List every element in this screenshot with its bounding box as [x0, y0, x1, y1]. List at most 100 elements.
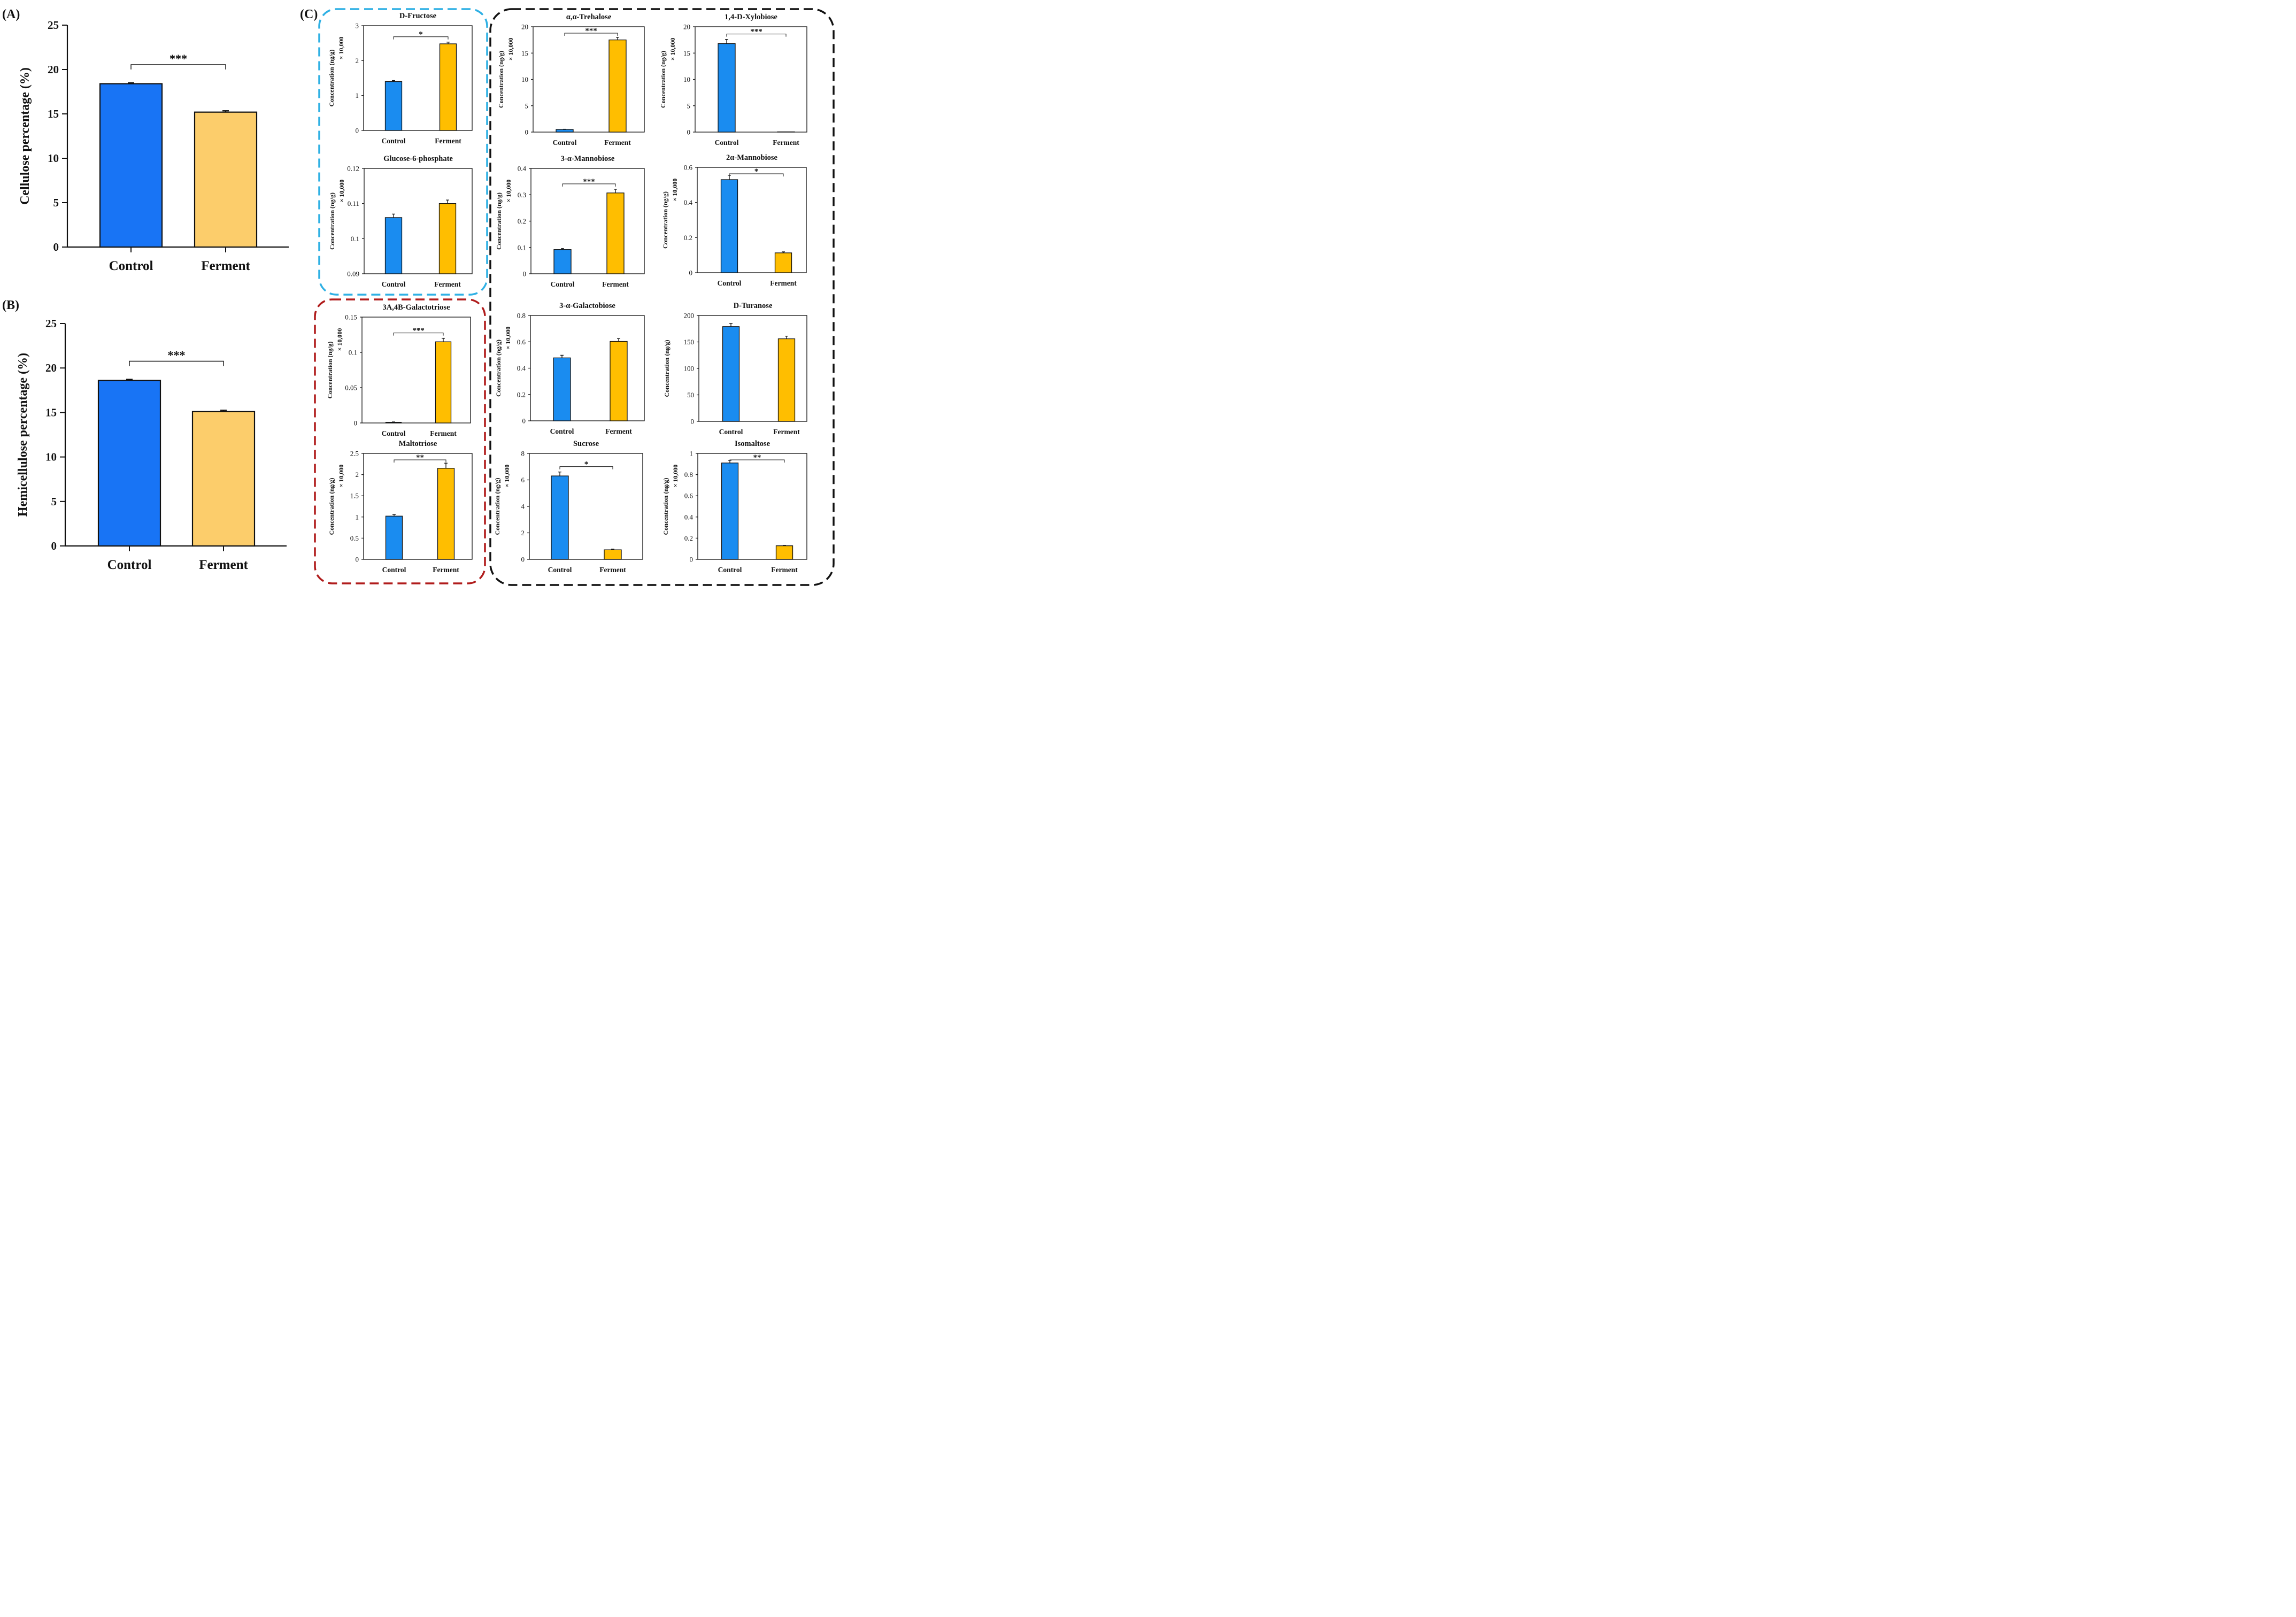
chart-title: D-Fructose	[399, 12, 437, 20]
scale-factor: × 10,000	[503, 465, 511, 488]
chart-a: 0 5 10 15 20 25 Control Ferment *** Cellulose per…	[2, 7, 289, 273]
y-tick-label: 0	[53, 241, 59, 253]
y-tick-label: 0.09	[347, 270, 359, 278]
y-tick-label: 200	[684, 312, 695, 320]
significance-bracket	[394, 459, 446, 463]
bar-ferment	[435, 341, 452, 424]
y-tick-label: 2	[356, 57, 359, 65]
y-tick-label: 0	[690, 556, 694, 564]
y-axis-label: Concentration (ng/g)	[328, 192, 336, 250]
y-tick-label: 15	[683, 49, 690, 57]
y-tick-label: 0	[687, 128, 691, 136]
category-label: Ferment	[433, 566, 459, 574]
category-label: Control	[382, 137, 406, 145]
category-label: Control	[718, 279, 742, 287]
category-label: Control	[553, 138, 577, 147]
y-tick-label: 0	[523, 270, 527, 278]
bar-ferment	[191, 411, 256, 547]
y-tick-label: 0.1	[351, 235, 359, 243]
y-tick-label: 100	[684, 365, 695, 373]
y-tick-label: 0.11	[348, 199, 359, 207]
category-label: Ferment	[201, 259, 250, 273]
bar-ferment	[777, 131, 795, 133]
chart-title: α,α-Trehalose	[566, 13, 612, 21]
y-tick-label: 0.1	[349, 349, 357, 357]
chart-title: Sucrose	[573, 440, 599, 448]
bar-control	[721, 463, 739, 560]
significance-marker: **	[753, 453, 761, 462]
category-label: Control	[107, 558, 152, 572]
plot-frame	[697, 453, 807, 560]
significance-bracket	[564, 33, 618, 36]
plot-frame	[363, 453, 473, 560]
scale-factor: × 10,000	[669, 38, 676, 61]
y-tick-label: 0.2	[518, 217, 526, 225]
y-tick-label: 0.5	[350, 534, 359, 542]
significance-bracket	[129, 360, 224, 366]
chart-c7: 0 0.05 0.1 0.15 Control Ferment *** 3A,4B-Galac…	[326, 303, 471, 437]
category-label: Ferment	[773, 138, 799, 147]
bar-ferment	[608, 39, 627, 133]
y-tick-label: 2	[356, 471, 359, 479]
y-tick-label: 0	[51, 540, 57, 552]
plot-frame	[529, 453, 643, 560]
chart-title: D-Turanose	[734, 302, 773, 310]
chart-c12: 0 0.2 0.4 0.6 0.8 1 Control Ferment ** Isomaltose…	[662, 440, 807, 574]
bar-control	[551, 475, 569, 560]
significance-marker: *	[754, 167, 759, 176]
significance-marker: ***	[169, 52, 187, 65]
chart-c9: 0 50 100 150 200 Control Ferment D-Turanose Conc…	[663, 302, 807, 436]
significance-bracket	[729, 459, 785, 463]
significance-bracket	[726, 34, 787, 37]
y-tick-label: 0.4	[517, 364, 526, 372]
bar-control	[718, 43, 736, 133]
bar-control	[553, 249, 572, 274]
bar-control	[385, 515, 403, 560]
y-axis-label: Concentration (ng/g)	[328, 478, 335, 535]
significance-marker: ***	[583, 178, 595, 186]
y-tick-label: 1	[356, 513, 359, 521]
significance-bracket	[562, 183, 616, 187]
chart-title: Isomaltose	[735, 440, 771, 448]
y-axis-label: Concentration (ng/g)	[326, 342, 334, 399]
y-tick-label: 0.2	[684, 234, 692, 242]
y-tick-label: 20	[48, 63, 59, 76]
chart-title: 3-α-Galactobiose	[559, 302, 615, 310]
y-axis-label: Concentration (ng/g)	[663, 340, 671, 397]
y-tick-label: 0.4	[518, 165, 527, 173]
y-tick-label: 0	[689, 269, 693, 277]
y-axis-label: Concentration (ng/g)	[494, 478, 501, 535]
scale-factor: × 10,000	[337, 465, 345, 488]
category-label: Control	[551, 280, 575, 288]
bar-control	[385, 422, 402, 424]
y-tick-label: 5	[525, 102, 529, 110]
chart-c3: 0 5 10 15 20 Control Ferment *** 1,4-D-Xylobiose…	[659, 13, 807, 147]
plot-frame	[364, 168, 473, 274]
y-tick-label: 3	[356, 22, 359, 30]
y-tick-label: 0.4	[684, 198, 693, 206]
y-tick-label: 20	[683, 23, 690, 31]
significance-marker: ***	[585, 27, 597, 35]
bar-ferment	[437, 468, 455, 560]
y-tick-label: 10	[45, 451, 57, 464]
bar-control	[99, 83, 163, 248]
plot-frame	[695, 26, 807, 133]
y-tick-label: 0	[354, 419, 358, 427]
significance-bracket	[130, 64, 226, 70]
scale-factor: × 10,000	[504, 327, 512, 350]
scale-factor: × 10,000	[505, 180, 512, 203]
group-box-monosaccharides	[318, 8, 488, 296]
bar-ferment	[606, 192, 625, 274]
chart-title: 1,4-D-Xylobiose	[725, 13, 777, 21]
bar-control	[722, 326, 740, 422]
plot-frame	[533, 26, 645, 133]
category-label: Ferment	[602, 280, 629, 288]
y-tick-label: 0.12	[347, 165, 359, 173]
plot-frame	[361, 317, 471, 424]
significance-marker: ***	[168, 348, 186, 361]
chart-c11: 0 2 4 6 8 Control Ferment * Sucrose Concentration…	[494, 440, 643, 574]
y-axis-label: Concentration (ng/g)	[662, 478, 669, 535]
bar-ferment	[774, 252, 792, 273]
y-tick-label: 1	[356, 91, 359, 99]
category-label: Ferment	[199, 558, 248, 572]
